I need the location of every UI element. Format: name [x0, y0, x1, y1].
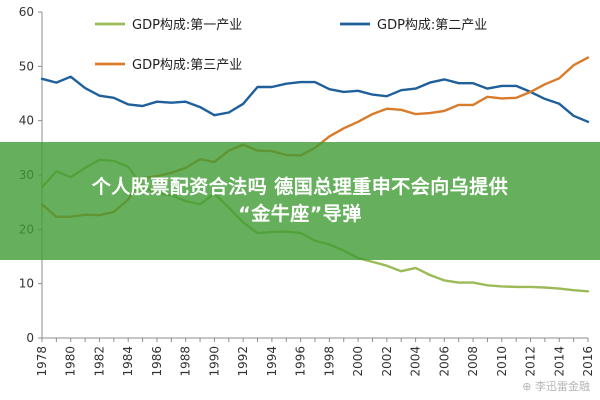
y-tick-label: 60 [19, 5, 34, 19]
x-tick-label: 1988 [179, 346, 193, 377]
x-tick-label: 2014 [552, 346, 566, 377]
x-tick-label: 2004 [409, 346, 423, 377]
x-tick-label: 2000 [351, 346, 365, 377]
legend-label-2: GDP构成:第二产业 [377, 18, 487, 33]
x-tick-label: 1994 [265, 346, 279, 377]
x-tick-label: 1982 [92, 346, 106, 377]
y-tick-label: 10 [19, 277, 34, 291]
x-tick-label: 1992 [236, 346, 250, 377]
source-watermark: ⊕ 李迅雷金融 [522, 380, 590, 393]
x-tick-label: 2016 [581, 346, 595, 377]
x-tick-label: 2002 [380, 346, 394, 377]
x-tick-label: 1998 [322, 346, 336, 377]
legend-label-1: GDP构成:第一产业 [132, 18, 242, 33]
x-tick-label: 1990 [207, 346, 221, 377]
x-tick-label: 2012 [524, 346, 538, 377]
legend-label-3: GDP构成:第三产业 [132, 58, 242, 73]
x-tick-label: 2008 [466, 346, 480, 377]
headline-overlay[interactable]: 个人股票配资合法吗 德国总理重申不会向乌提供 “金牛座”导弹 [0, 142, 600, 260]
headline-line-2[interactable]: “金牛座”导弹 [238, 203, 362, 225]
x-tick-label: 1986 [150, 346, 164, 377]
x-tick-label: 2006 [437, 346, 451, 377]
x-tick-label: 1980 [64, 346, 78, 377]
series-line-2 [40, 75, 590, 124]
y-tick-label: 50 [19, 59, 34, 73]
headline-line-1[interactable]: 个人股票配资合法吗 德国总理重申不会向乌提供 [91, 176, 509, 198]
y-tick-label: 0 [26, 331, 34, 345]
x-tick-label: 1984 [121, 346, 135, 377]
x-tick-label: 1996 [294, 346, 308, 377]
y-tick-label: 40 [19, 114, 34, 128]
x-tick-label: 1978 [35, 346, 49, 377]
x-tick-label: 2010 [495, 346, 509, 377]
legend: GDP构成:第一产业 GDP构成:第二产业 GDP构成:第三产业 [95, 18, 487, 73]
